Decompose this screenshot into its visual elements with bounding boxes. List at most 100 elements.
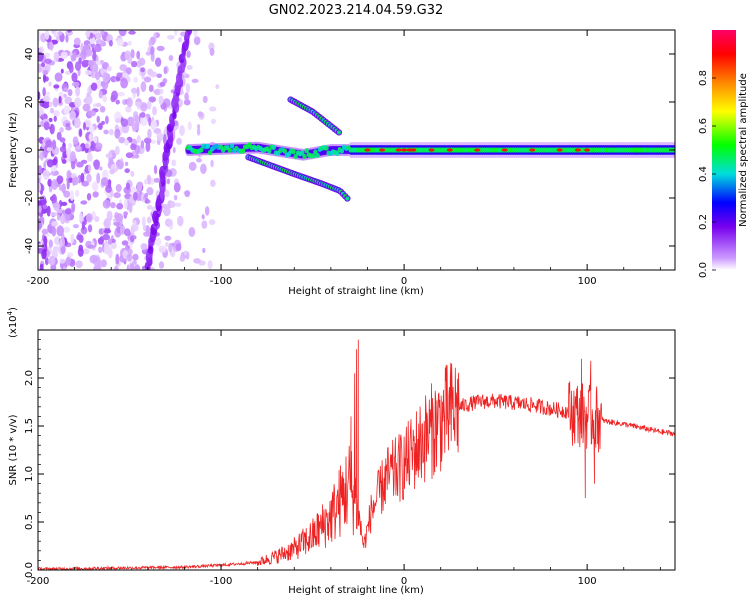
noise-blob: [204, 206, 210, 216]
band-core: [199, 147, 204, 153]
noise-blob: [87, 152, 93, 163]
noise-blob: [85, 143, 89, 149]
noise-blob: [92, 51, 97, 62]
colorbar-tick-label: 0.2: [698, 214, 709, 230]
noise-blob: [80, 200, 88, 205]
snr-y-ticks: 0.0 0.5 1.0 1.5 2.0: [24, 339, 675, 578]
band-core: [205, 143, 211, 149]
noise-blob: [135, 101, 142, 107]
noise-blob: [59, 239, 63, 248]
noise-blob: [210, 159, 214, 168]
colorbar-tick-label: 0.8: [698, 70, 709, 86]
noise-blob: [43, 69, 49, 76]
noise-blob: [38, 165, 43, 176]
colorbar-gradient: [712, 30, 736, 270]
noise-blob: [69, 110, 76, 121]
noise-blob: [172, 146, 176, 154]
noise-blob: [40, 62, 46, 68]
noise-blob: [186, 64, 193, 71]
noise-blob: [84, 69, 92, 76]
noise-blob: [125, 106, 132, 113]
noise-blob: [96, 172, 101, 184]
noise-blob: [146, 216, 152, 224]
noise-blob: [102, 199, 111, 209]
noise-blob: [134, 114, 140, 123]
spectrogram-x-ticks: -200 -100 0 100: [27, 30, 661, 287]
noise-blob: [52, 97, 59, 108]
noise-blob: [48, 117, 53, 123]
noise-blob: [79, 212, 83, 222]
noise-blob: [191, 78, 199, 83]
noise-blob: [94, 71, 101, 81]
noise-blob: [128, 202, 133, 214]
spectrogram-y-axis-label: Frequency (Hz): [8, 112, 19, 188]
band-core: [315, 152, 320, 159]
noise-blob: [136, 50, 141, 60]
noise-blob: [82, 122, 87, 131]
noise-blob: [38, 63, 42, 73]
noise-blob: [209, 106, 217, 112]
band-core: [240, 148, 246, 154]
noise-blob: [146, 100, 152, 110]
noise-blob: [106, 65, 112, 72]
noise-blob: [196, 158, 202, 163]
noise-blob: [168, 242, 173, 253]
colorbar-label: Normalized spectral amplitude: [738, 73, 749, 227]
noise-blob: [98, 90, 104, 99]
noise-blob: [54, 72, 63, 82]
noise-blob: [111, 238, 116, 243]
noise-blob: [88, 133, 94, 142]
noise-blob: [80, 49, 87, 61]
noise-blob: [201, 220, 208, 229]
noise-blob: [88, 164, 92, 172]
noise-blob: [136, 86, 140, 98]
noise-blob: [124, 168, 130, 174]
noise-blob: [96, 115, 100, 123]
noise-blob: [38, 182, 42, 192]
svg-text:(x104): (x104): [6, 307, 19, 338]
noise-blob: [129, 263, 135, 270]
noise-blob: [93, 135, 98, 144]
noise-blob: [92, 191, 99, 198]
noise-blob: [126, 97, 133, 108]
band-hotspot: [410, 148, 417, 152]
noise-blob: [133, 264, 141, 270]
noise-blob: [146, 187, 154, 196]
noise-blob: [102, 72, 111, 83]
noise-blob: [56, 213, 61, 221]
noise-blob: [116, 226, 122, 234]
noise-blob: [174, 30, 178, 37]
noise-blob: [111, 152, 116, 159]
snr-x-axis-label: Height of straight line (km): [288, 585, 424, 596]
spectrogram-y-tick-label: -40: [24, 238, 35, 254]
noise-blob: [68, 64, 74, 74]
noise-blob: [173, 194, 178, 201]
noise-blob: [179, 255, 186, 262]
noise-blob: [46, 205, 51, 217]
noise-blob: [53, 245, 59, 251]
noise-blob: [59, 258, 66, 264]
snr-x-tick-label: 100: [578, 576, 597, 587]
noise-blob: [140, 139, 145, 149]
noise-blob: [48, 255, 56, 266]
noise-blob: [208, 219, 216, 226]
noise-blob: [39, 263, 44, 270]
noise-blob: [66, 179, 70, 190]
snr-y-axis-label: SNR (10 * v/v): [8, 414, 19, 485]
snr-panel: -200 -100 0 100 0.0 0.5 1.0 1.5 2.0 Height of s…: [6, 307, 676, 596]
noise-blob: [89, 254, 98, 264]
noise-blob: [188, 227, 196, 238]
noise-blob: [66, 170, 72, 180]
snr-y-multiplier-exp: 4: [6, 310, 14, 315]
noise-blob: [51, 193, 57, 205]
noise-blob: [103, 129, 109, 135]
noise-blob: [44, 58, 52, 64]
snr-y-tick-label: 2.0: [24, 370, 35, 386]
noise-blob: [86, 92, 91, 98]
noise-blob: [42, 87, 46, 97]
noise-blob: [76, 234, 82, 241]
noise-blob: [80, 172, 85, 183]
noise-blob: [125, 182, 130, 190]
noise-blob: [104, 115, 109, 125]
noise-blob: [140, 81, 147, 93]
